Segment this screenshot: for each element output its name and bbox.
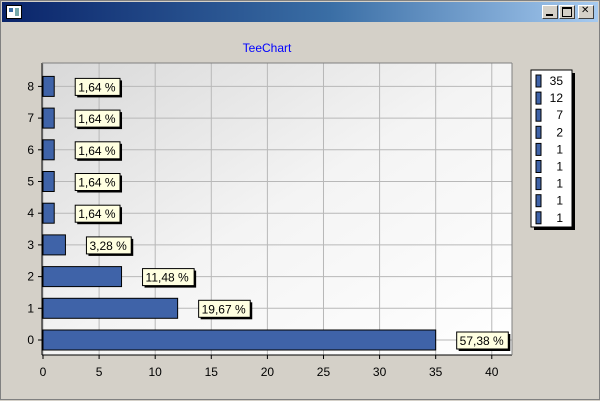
x-tick-label: 30 bbox=[373, 365, 387, 379]
bar bbox=[42, 266, 123, 288]
minimize-button[interactable] bbox=[542, 5, 558, 19]
bar bbox=[42, 171, 55, 192]
y-tick-label: 1 bbox=[27, 301, 34, 315]
legend-item: 1 bbox=[556, 160, 563, 174]
legend-item: 2 bbox=[556, 125, 563, 139]
data-label-box bbox=[74, 173, 121, 191]
y-tick-label: 5 bbox=[27, 175, 34, 189]
data-label: 19,67 % bbox=[202, 302, 246, 316]
x-tick-label: 10 bbox=[149, 365, 163, 379]
x-tick-label: 40 bbox=[485, 365, 499, 379]
legend-item: 1 bbox=[556, 194, 563, 208]
data-label: 11,48 % bbox=[146, 271, 189, 285]
data-label-box bbox=[74, 141, 121, 160]
data-label: 1,64 % bbox=[78, 80, 116, 94]
x-tick-label: 5 bbox=[96, 365, 103, 379]
legend-swatch bbox=[535, 125, 542, 139]
app-icon bbox=[6, 5, 22, 19]
legend-item: 35 bbox=[550, 74, 564, 88]
chart-title: TeeChart bbox=[243, 41, 292, 55]
data-label: 3,28 % bbox=[89, 239, 127, 253]
maximize-button[interactable] bbox=[559, 5, 575, 19]
bar bbox=[42, 75, 55, 97]
data-label: 57,38 % bbox=[460, 334, 504, 348]
x-tick-label: 15 bbox=[205, 365, 219, 379]
data-label-box bbox=[142, 268, 195, 287]
data-label-box bbox=[74, 204, 121, 223]
data-label-box bbox=[74, 77, 121, 96]
legend-swatch bbox=[535, 108, 542, 122]
y-tick-label: 7 bbox=[27, 111, 34, 125]
data-label: 1,64 % bbox=[78, 112, 116, 126]
close-button[interactable] bbox=[578, 5, 594, 19]
legend-item: 7 bbox=[556, 108, 563, 122]
legend-item: 1 bbox=[556, 211, 563, 225]
x-tick-label: 25 bbox=[317, 365, 331, 379]
legend-item: 12 bbox=[550, 91, 564, 105]
y-tick-label: 2 bbox=[27, 270, 34, 284]
x-tick-label: 0 bbox=[40, 365, 47, 379]
x-tick-label: 35 bbox=[429, 365, 443, 379]
title-bar[interactable] bbox=[2, 2, 598, 22]
data-label: 1,64 % bbox=[78, 176, 116, 190]
y-tick-label: 4 bbox=[27, 206, 34, 220]
legend-swatch bbox=[535, 160, 542, 173]
legend-swatch bbox=[535, 211, 542, 225]
data-label-box bbox=[74, 109, 121, 128]
bar bbox=[42, 202, 55, 224]
bar bbox=[42, 234, 66, 256]
data-label: 1,64 % bbox=[78, 207, 116, 221]
legend-swatch bbox=[535, 194, 542, 208]
bars bbox=[42, 75, 437, 351]
y-tick-label: 6 bbox=[27, 143, 34, 157]
y-tick-label: 8 bbox=[27, 79, 34, 93]
x-tick-label: 20 bbox=[261, 365, 275, 379]
y-tick-label: 0 bbox=[27, 333, 34, 347]
data-label-box bbox=[456, 331, 509, 350]
legend-swatch bbox=[535, 142, 542, 156]
data-label: 1,64 % bbox=[78, 144, 116, 158]
data-label-box bbox=[85, 236, 132, 255]
legend-swatch bbox=[535, 74, 542, 88]
legend-swatch bbox=[535, 91, 542, 105]
legend: 35 12 7 2 1 1 1 1 1 bbox=[530, 69, 575, 230]
data-label-box bbox=[198, 299, 251, 318]
bar bbox=[42, 329, 437, 351]
y-tick-label: 3 bbox=[27, 238, 34, 252]
legend-swatch bbox=[535, 177, 542, 191]
legend-item: 1 bbox=[556, 142, 563, 156]
bar bbox=[42, 107, 55, 129]
bar bbox=[42, 139, 55, 161]
legend-item: 1 bbox=[556, 177, 563, 191]
bar bbox=[42, 297, 179, 319]
data-labels: 57,38 % 19,67 % 11,48 % 3,28 % 1,64 % 1,64 % 1… bbox=[74, 77, 511, 351]
axes: 0 5 10 15 20 25 30 35 40 0 1 2 3 4 5 6 7 8 bbox=[27, 62, 513, 379]
